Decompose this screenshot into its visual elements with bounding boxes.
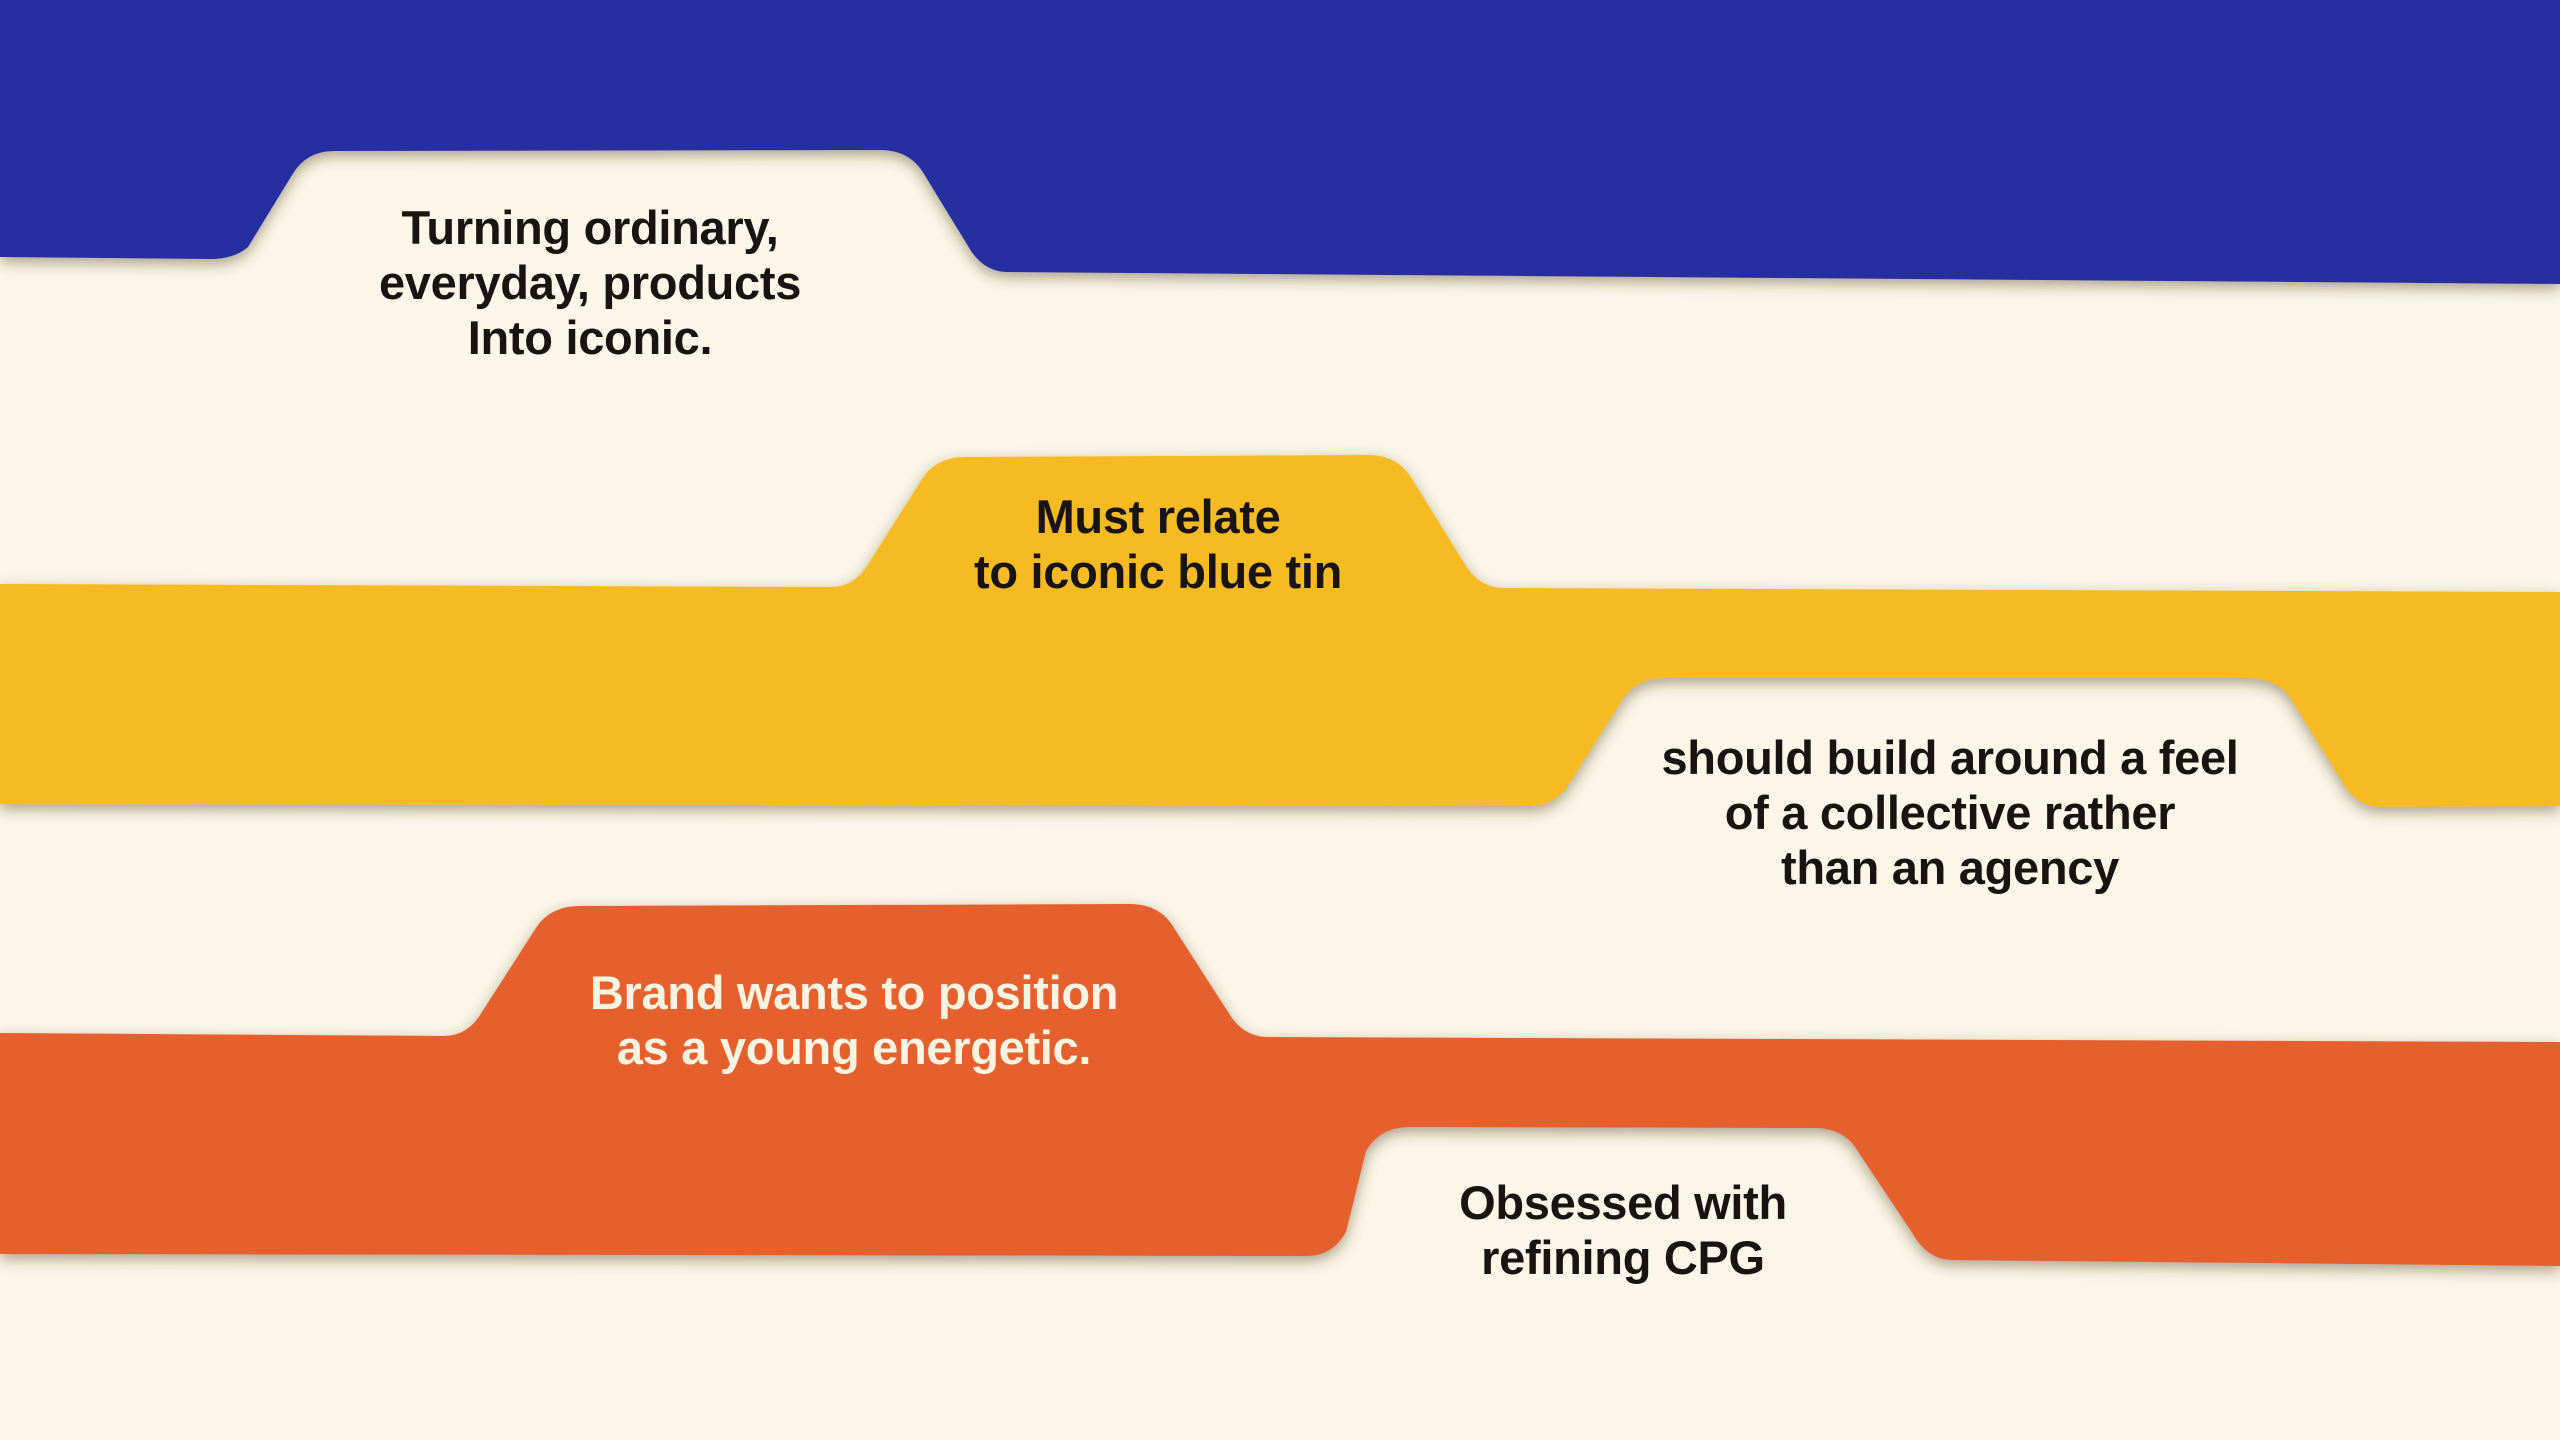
note-turning-ordinary: Turning ordinary, everyday, products Int… xyxy=(378,201,802,364)
yellow-band-shape xyxy=(0,455,2560,807)
blue-band-shape xyxy=(0,0,2560,284)
note-brand-position: Brand wants to position as a young energ… xyxy=(589,966,1119,1074)
note-collective: should build around a feel of a collecti… xyxy=(1661,731,2239,894)
orange-band-shape xyxy=(0,904,2560,1266)
note-obsessed-cpg: Obsessed with refining CPG xyxy=(1459,1176,1787,1284)
note-must-relate: Must relate to iconic blue tin xyxy=(974,490,1342,598)
